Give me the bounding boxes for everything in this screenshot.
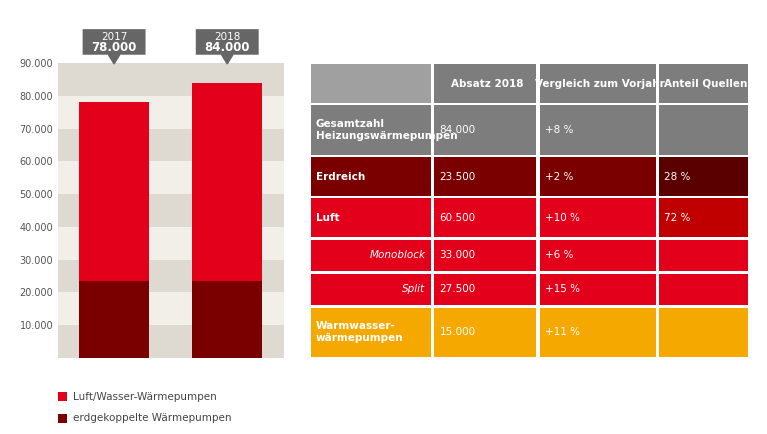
Bar <box>311 240 430 271</box>
Bar <box>311 105 430 155</box>
Bar <box>193 82 262 281</box>
Bar <box>659 240 748 271</box>
Bar <box>540 308 656 357</box>
Bar <box>540 64 656 103</box>
Bar <box>58 194 284 227</box>
Bar <box>659 274 748 305</box>
Text: 2018: 2018 <box>214 32 240 42</box>
Bar <box>58 128 284 161</box>
Bar <box>58 161 284 194</box>
Bar <box>58 260 284 293</box>
Text: Vergleich zum Vorjahr: Vergleich zum Vorjahr <box>535 79 664 89</box>
Bar <box>58 96 284 128</box>
Text: Anteil Quellen: Anteil Quellen <box>663 79 747 89</box>
Polygon shape <box>108 55 120 64</box>
FancyBboxPatch shape <box>196 29 258 55</box>
Text: +8 %: +8 % <box>545 125 574 135</box>
Text: 28 %: 28 % <box>664 171 691 181</box>
Bar <box>434 274 536 305</box>
Bar <box>58 63 284 96</box>
Text: Monoblock: Monoblock <box>369 250 425 260</box>
Bar <box>659 308 748 357</box>
Bar <box>434 105 536 155</box>
Text: Split: Split <box>402 284 425 294</box>
Text: +2 %: +2 % <box>545 171 574 181</box>
Bar <box>434 240 536 271</box>
Bar <box>540 105 656 155</box>
Bar <box>58 325 284 358</box>
Text: Erdreich: Erdreich <box>316 171 365 181</box>
Text: 2017: 2017 <box>101 32 127 42</box>
Bar <box>434 198 536 237</box>
Bar <box>659 157 748 196</box>
Text: Luft: Luft <box>316 213 340 223</box>
Bar <box>659 198 748 237</box>
Text: +11 %: +11 % <box>545 327 581 337</box>
Bar <box>659 64 748 103</box>
Bar <box>58 227 284 260</box>
Text: 84.000: 84.000 <box>205 41 250 54</box>
Bar <box>659 105 748 155</box>
Bar <box>58 293 284 325</box>
Bar <box>79 102 149 281</box>
Text: 72 %: 72 % <box>664 213 691 223</box>
Text: 60.500: 60.500 <box>439 213 476 223</box>
Bar <box>540 240 656 271</box>
Bar <box>311 64 430 103</box>
Text: Luft/Wasser-Wärmepumpen: Luft/Wasser-Wärmepumpen <box>73 392 216 402</box>
Text: 78.000: 78.000 <box>91 41 137 54</box>
Bar <box>540 274 656 305</box>
Text: 84.000: 84.000 <box>439 125 476 135</box>
Text: +15 %: +15 % <box>545 284 581 294</box>
Bar <box>434 308 536 357</box>
Text: Warmwasser-
wärmepumpen: Warmwasser- wärmepumpen <box>316 322 403 343</box>
Bar <box>434 157 536 196</box>
Text: erdgekoppelte Wärmepumpen: erdgekoppelte Wärmepumpen <box>73 414 232 424</box>
Bar <box>311 198 430 237</box>
Text: Gesamtzahl
Heizungswärmepumpen: Gesamtzahl Heizungswärmepumpen <box>316 119 458 141</box>
Bar <box>193 281 262 358</box>
Bar <box>540 157 656 196</box>
Text: 15.000: 15.000 <box>439 327 476 337</box>
Polygon shape <box>222 55 233 64</box>
Text: +10 %: +10 % <box>545 213 580 223</box>
Text: +6 %: +6 % <box>545 250 574 260</box>
Bar <box>311 274 430 305</box>
Bar <box>311 157 430 196</box>
Text: 23.500: 23.500 <box>439 171 476 181</box>
Bar <box>434 64 536 103</box>
Bar <box>540 198 656 237</box>
Bar <box>79 281 149 358</box>
Text: 27.500: 27.500 <box>439 284 476 294</box>
Text: 33.000: 33.000 <box>439 250 476 260</box>
Bar <box>311 308 430 357</box>
FancyBboxPatch shape <box>83 29 146 55</box>
Text: Absatz 2018: Absatz 2018 <box>451 79 523 89</box>
